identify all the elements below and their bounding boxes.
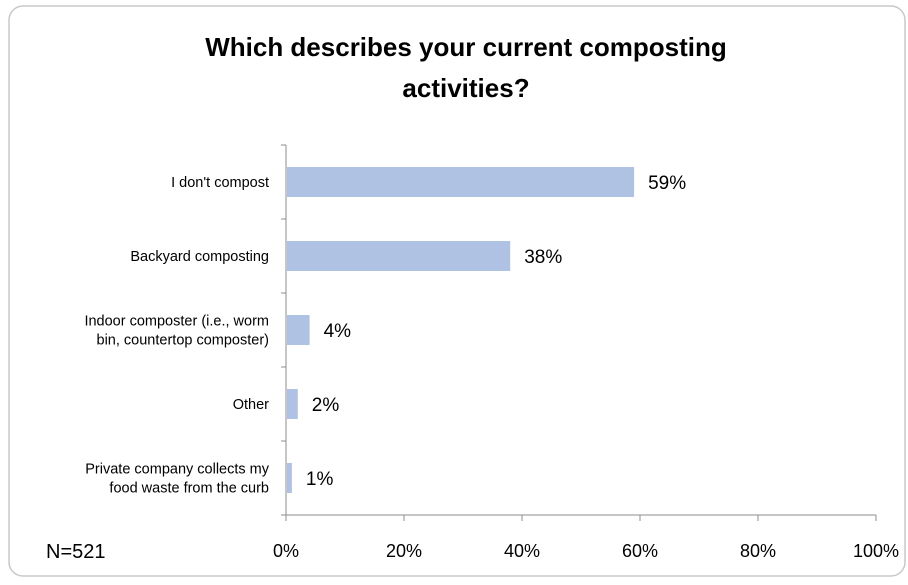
chart-frame [8,5,906,577]
data-label: 1% [306,469,334,490]
bar [287,167,635,197]
plot-area: 0% 20% 40% 60% 80% 100% I don't compost 59% Back… [84,144,899,561]
bar [287,241,511,271]
x-tick-label: 0% [273,541,299,561]
category-label: food waste from the curb [109,481,269,497]
data-label: 2% [312,395,340,416]
data-label: 38% [524,247,562,268]
x-tick-label: 60% [622,541,658,561]
x-tick-label: 20% [386,541,422,561]
category-label: bin, countertop composter) [97,333,269,349]
chart-title-line-2: activities? [402,73,529,103]
category-label: I don't compost [171,175,269,191]
x-tick-label: 100% [853,541,899,561]
bar [287,463,292,493]
data-label: 4% [324,321,352,342]
data-label: 59% [648,173,686,194]
bar [287,389,298,419]
chart-title-line-1: Which describes your current composting [205,32,727,62]
x-tick-label: 80% [740,541,776,561]
category-label: Private company collects my [85,462,269,478]
bar [287,315,310,345]
category-label: Other [233,397,269,413]
x-tick-label: 40% [504,541,540,561]
category-label: Indoor composter (i.e., worm [84,314,269,330]
category-label: Backyard composting [130,249,269,265]
sample-size-note: N=521 [46,541,106,563]
